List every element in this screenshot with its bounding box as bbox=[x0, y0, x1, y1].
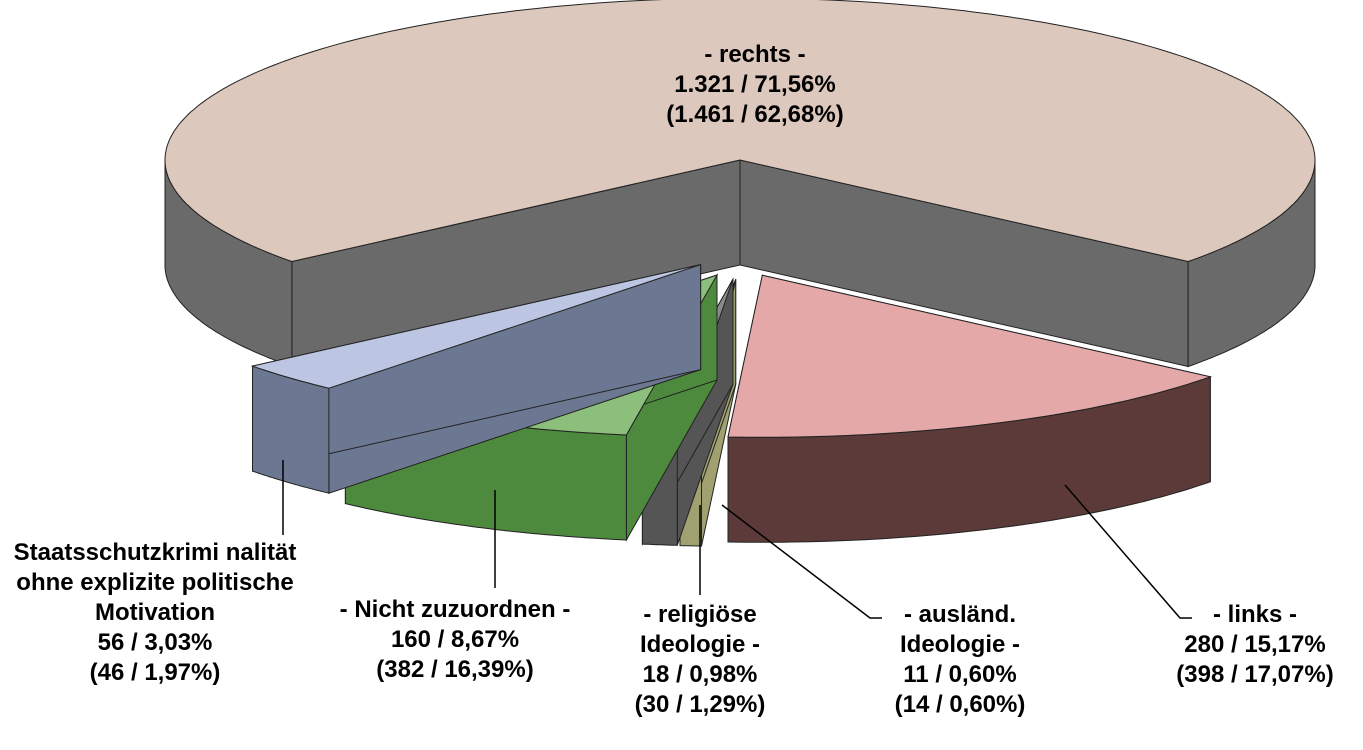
slice bbox=[250, 263, 702, 494]
label-line: Staatsschutzkrimi nalität ohne explizite… bbox=[13, 539, 297, 626]
label-line: 160 / 8,67% bbox=[390, 626, 520, 653]
label-line: - ausländ. Ideologie - bbox=[900, 601, 1020, 658]
slice-label: - religiöse Ideologie - 18 / 0,98% (30 / 1… bbox=[600, 600, 800, 720]
label-line: - rechts - bbox=[704, 41, 806, 68]
slice-top bbox=[727, 274, 1213, 438]
slice-label: - ausländ. Ideologie - 11 / 0,60% (14 / 0,… bbox=[860, 600, 1060, 720]
leader-line bbox=[721, 504, 882, 619]
label-line: (382 / 16,39%) bbox=[376, 656, 534, 683]
label-line: 11 / 0,60% bbox=[903, 661, 1017, 688]
label-line: 280 / 15,17% bbox=[1184, 631, 1326, 658]
slice-top bbox=[164, 0, 1316, 263]
slice-label: - Nicht zuzuordnen - 160 / 8,67% (382 / 16… bbox=[335, 595, 575, 685]
slice-label: Staatsschutzkrimi nalität ohne explizite… bbox=[5, 538, 305, 688]
leader-line bbox=[1064, 484, 1192, 619]
slice bbox=[727, 274, 1213, 543]
slice bbox=[164, 0, 1316, 368]
label-line: - links - bbox=[1212, 601, 1297, 628]
slice-label: - links - 280 / 15,17% (398 / 17,07%) bbox=[1135, 600, 1363, 690]
label-line: 56 / 3,03% bbox=[97, 629, 213, 656]
label-line: 1.321 / 71,56% bbox=[674, 71, 836, 98]
slice-top bbox=[250, 264, 701, 389]
label-line: - Nicht zuzuordnen - bbox=[339, 596, 571, 623]
label-line: (1.461 / 62,68%) bbox=[666, 101, 844, 128]
label-line: 18 / 0,98% bbox=[642, 661, 758, 688]
label-line: (398 / 17,07%) bbox=[1176, 661, 1334, 688]
label-line: (14 / 0,60%) bbox=[894, 691, 1026, 718]
label-line: (46 / 1,97%) bbox=[89, 659, 221, 686]
label-line: (30 / 1,29%) bbox=[634, 691, 766, 718]
slice-label: - rechts - 1.321 / 71,56% (1.461 / 62,68%) bbox=[555, 40, 955, 130]
label-line: - religiöse Ideologie - bbox=[640, 601, 760, 658]
